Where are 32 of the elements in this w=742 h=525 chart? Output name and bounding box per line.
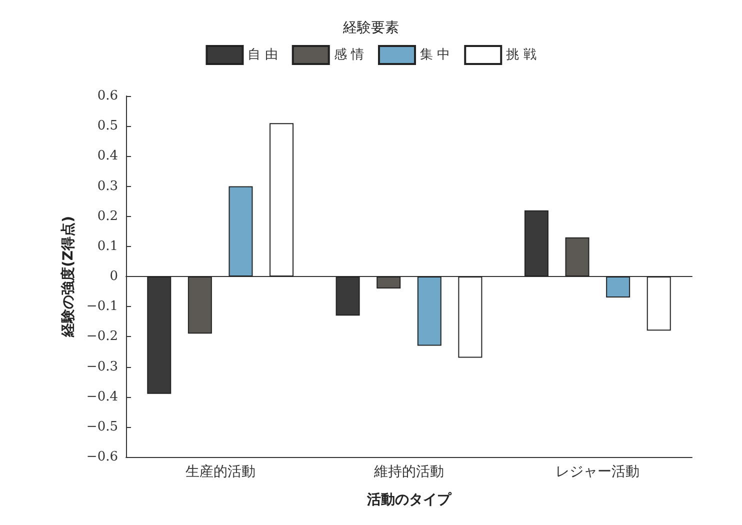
y-tick-label: −0.6 bbox=[86, 450, 118, 464]
bar bbox=[458, 276, 482, 358]
legend-label: 集 中 bbox=[420, 48, 450, 62]
y-tick-label: −0.1 bbox=[86, 299, 118, 314]
x-tick-label: 生産的活動 bbox=[185, 464, 256, 480]
y-axis-title: 経験の強度(Z得点) bbox=[60, 216, 77, 338]
y-tick-label: −0.5 bbox=[86, 419, 118, 434]
bar bbox=[270, 123, 294, 276]
bar bbox=[228, 186, 253, 276]
legend-title: 経験要素 bbox=[342, 20, 399, 36]
bar bbox=[376, 276, 401, 289]
y-tick-label: 0 bbox=[110, 269, 118, 284]
x-tick-label: 維持的活動 bbox=[373, 464, 444, 480]
y-tick-label: 0.5 bbox=[97, 118, 118, 134]
x-tick-label: レジャー活動 bbox=[556, 464, 640, 480]
y-tick-label: 0.6 bbox=[97, 88, 118, 104]
y-tick-label: 0.1 bbox=[97, 238, 118, 254]
x-axis-title: 活動のタイプ bbox=[366, 491, 452, 508]
bar bbox=[565, 237, 590, 276]
y-tick-label: 0.3 bbox=[97, 178, 118, 194]
bar bbox=[188, 276, 212, 334]
y-tick-label: −0.2 bbox=[86, 329, 118, 344]
legend-label: 挑 戦 bbox=[506, 48, 536, 62]
y-tick-label: 0.2 bbox=[97, 208, 118, 224]
legend-label: 感 情 bbox=[334, 48, 364, 62]
legend-label: 自 由 bbox=[248, 48, 278, 62]
bar bbox=[606, 276, 630, 298]
y-tick-label: −0.3 bbox=[86, 359, 118, 374]
bar bbox=[417, 276, 442, 346]
y-tick-label: 0.4 bbox=[97, 148, 118, 164]
bar bbox=[646, 276, 671, 331]
y-tick-label: −0.4 bbox=[86, 389, 118, 404]
